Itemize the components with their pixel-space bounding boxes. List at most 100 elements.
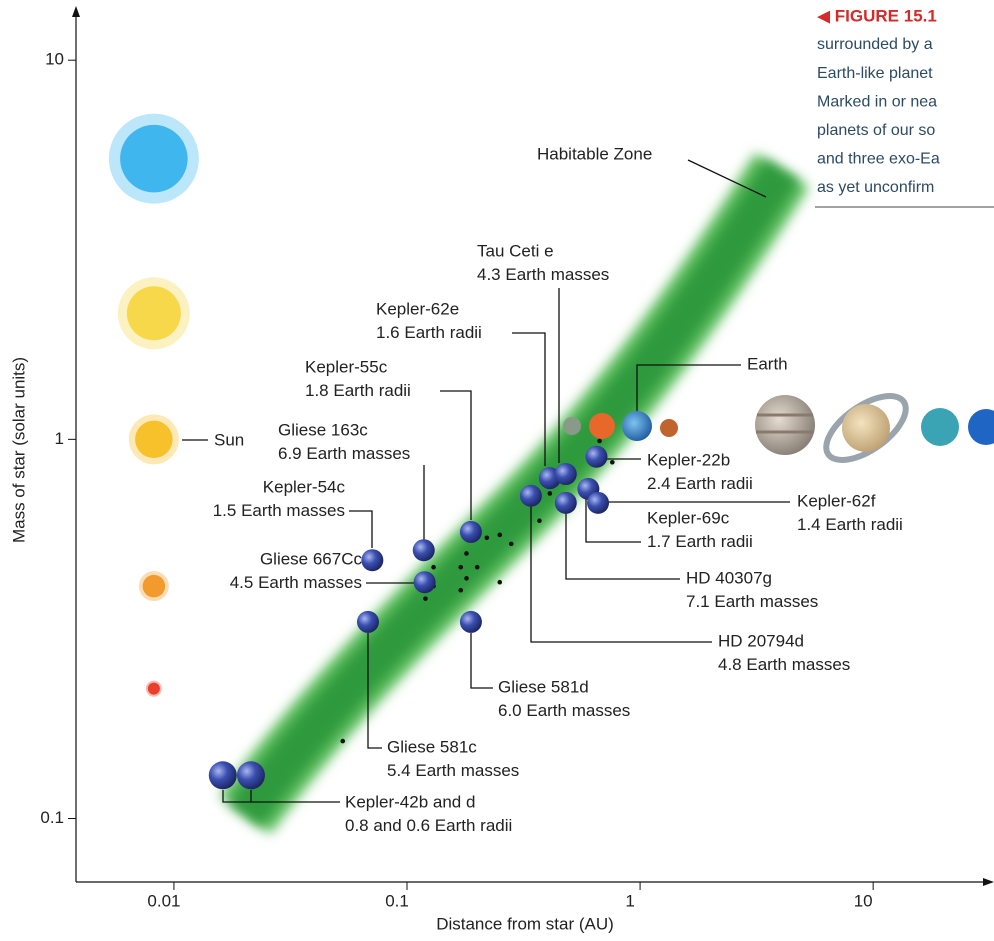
- exoplanet: [587, 491, 610, 514]
- exoplanet: [208, 761, 237, 790]
- planet-detail: 4.8 Earth masses: [718, 655, 850, 674]
- planet-detail: 7.1 Earth masses: [686, 592, 818, 611]
- habitable-zone-leader: [687, 159, 767, 198]
- planet-detail: 6.0 Earth masses: [498, 701, 630, 720]
- neptune: [968, 409, 994, 445]
- exoplanet-dot: [547, 491, 553, 496]
- planet-name: Kepler-62e: [376, 299, 459, 318]
- planet-detail: 2.4 Earth radii: [647, 474, 753, 493]
- x-tick-label: 0.1: [385, 891, 409, 910]
- planet-name: Gliese 163c: [278, 420, 368, 439]
- x-tick-label: 0.01: [147, 891, 180, 910]
- exoplanet: [519, 484, 542, 507]
- planet-name: Tau Ceti e: [477, 241, 554, 260]
- jupiter: [755, 395, 815, 455]
- uranus: [921, 408, 959, 446]
- sun-label: Sun: [214, 430, 244, 449]
- venus: [589, 413, 615, 439]
- habitable-zone-label: Habitable Zone: [537, 144, 652, 163]
- planet-name: Kepler-62f: [797, 491, 876, 510]
- planet-detail: 1.6 Earth radii: [376, 323, 482, 342]
- x-axis-label: Distance from star (AU): [436, 914, 614, 933]
- figure-heading: ◀ FIGURE 15.1: [817, 6, 937, 25]
- caption-line: and three exo-Ea: [817, 151, 940, 168]
- planet-name: Kepler-69c: [647, 508, 730, 527]
- exoplanet: [585, 445, 608, 468]
- exoplanet-dot: [474, 564, 480, 570]
- exoplanet-dot: [537, 518, 542, 524]
- planet-detail: 4.3 Earth masses: [477, 265, 609, 284]
- exoplanet: [554, 491, 577, 514]
- mars: [660, 419, 678, 437]
- y-tick-label: 10: [45, 50, 64, 69]
- star: [142, 574, 166, 598]
- star: [120, 124, 188, 193]
- exoplanet-dot: [431, 564, 436, 570]
- exoplanet-dot: [497, 532, 503, 538]
- exoplanet-dot: [458, 587, 464, 593]
- y-axis-arrow: [72, 6, 80, 17]
- leader-line: [222, 790, 340, 803]
- star: [126, 286, 181, 341]
- exoplanet-dot: [464, 551, 469, 556]
- exoplanet-dot: [484, 535, 490, 541]
- habitable-zone: [228, 159, 799, 827]
- x-axis-arrow: [983, 878, 994, 886]
- y-axis-label: Mass of star (solar units): [9, 357, 28, 543]
- y-tick-label: 0.1: [40, 808, 64, 827]
- exoplanet-dot: [464, 576, 469, 581]
- saturn: [842, 404, 890, 452]
- planet-detail: 1.4 Earth radii: [797, 515, 903, 534]
- leader-line: [440, 390, 472, 520]
- earth-leader: [636, 364, 741, 411]
- earth: [622, 411, 652, 441]
- caption-line: as yet unconfirm: [817, 179, 934, 196]
- leader-line: [530, 505, 712, 643]
- exoplanet: [361, 549, 384, 572]
- exoplanet-dot: [340, 738, 346, 744]
- planet-name: HD 20794d: [718, 631, 804, 650]
- y-tick-label: 1: [55, 429, 64, 448]
- leader-line: [512, 332, 546, 466]
- exoplanet: [554, 463, 577, 486]
- exoplanet-dot: [423, 596, 428, 601]
- planet-name: Kepler-54c: [263, 477, 346, 496]
- leader-line: [585, 495, 641, 543]
- exoplanet-dot: [597, 438, 602, 444]
- leader-line: [470, 633, 493, 689]
- planet-name: Kepler-22b: [647, 450, 730, 469]
- caption-line: Earth-like planet: [817, 65, 933, 82]
- exoplanet-dot: [508, 541, 514, 547]
- planet-detail: 0.8 and 0.6 Earth radii: [345, 816, 512, 835]
- leader-line: [565, 513, 680, 580]
- planet-detail: 4.5 Earth masses: [230, 573, 362, 592]
- planet-name: Gliese 581d: [498, 677, 589, 696]
- x-tick-label: 10: [854, 891, 873, 910]
- planet-name: Gliese 667Cc: [260, 549, 363, 568]
- exoplanet: [236, 761, 265, 790]
- exoplanet: [413, 571, 436, 594]
- planet-detail: 1.5 Earth masses: [213, 501, 345, 520]
- exoplanet-dot: [610, 459, 615, 465]
- exoplanet-dot: [497, 579, 503, 585]
- exoplanet: [412, 539, 435, 562]
- planet-name: Kepler-42b and d: [345, 792, 475, 811]
- earth-label: Earth: [747, 354, 788, 373]
- exoplanet: [459, 610, 482, 633]
- planet-name: HD 40307g: [686, 568, 772, 587]
- caption-line: Marked in or nea: [817, 93, 937, 110]
- caption-line: surrounded by a: [817, 36, 933, 53]
- caption-line: planets of our so: [817, 122, 935, 139]
- x-tick-label: 1: [625, 891, 634, 910]
- exoplanet-dot: [458, 564, 464, 570]
- planet-detail: 6.9 Earth masses: [278, 444, 410, 463]
- star: [147, 682, 160, 695]
- planet-detail: 1.7 Earth radii: [647, 532, 753, 551]
- planet-detail: 5.4 Earth masses: [387, 761, 519, 780]
- exoplanet: [356, 610, 379, 633]
- exoplanet: [459, 520, 482, 543]
- mercury: [563, 417, 581, 435]
- planet-name: Kepler-55c: [305, 357, 388, 376]
- solar-system: [563, 393, 994, 463]
